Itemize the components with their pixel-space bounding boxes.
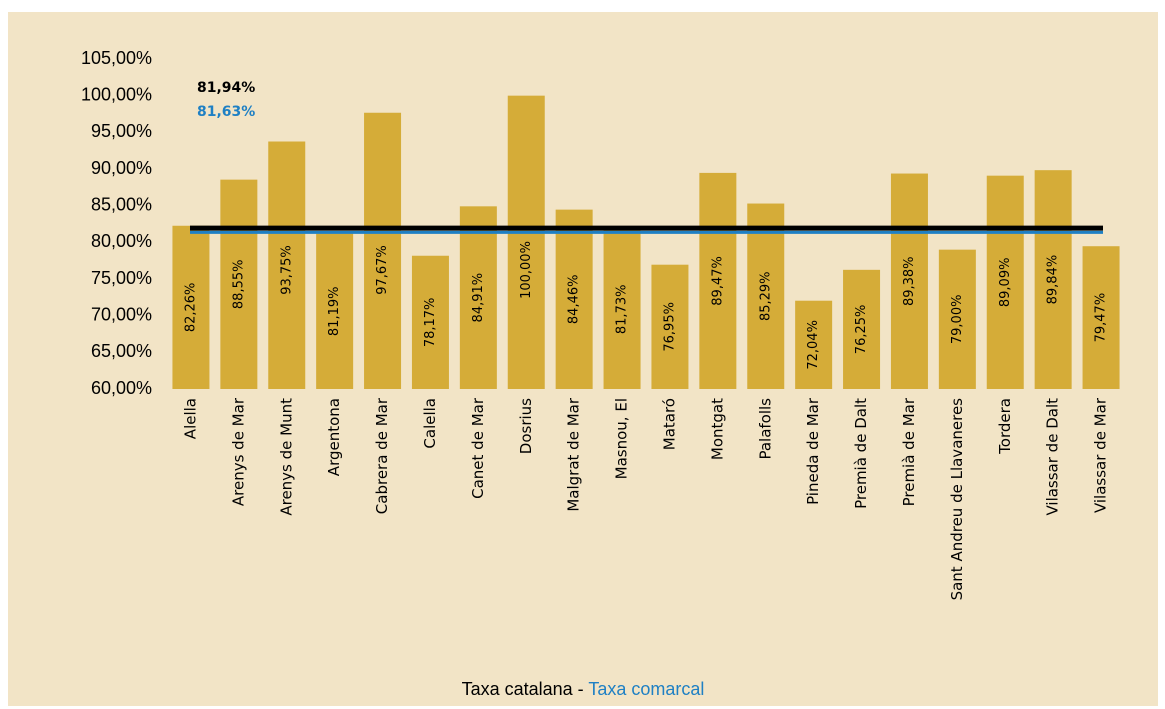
x-tick-label: Canet de Mar: [469, 397, 487, 499]
y-tick-label: 105,00%: [81, 48, 152, 68]
data-label: 79,00%: [950, 295, 965, 345]
bar: [651, 264, 689, 389]
legend-separator: -: [578, 679, 584, 699]
x-tick-label: Alella: [181, 398, 199, 439]
data-label: 82,26%: [183, 283, 198, 333]
x-tick-label: Vilassar de Mar: [1092, 397, 1110, 513]
data-label: 72,04%: [806, 320, 821, 370]
x-tick-label: Mataró: [660, 398, 678, 450]
data-label: 100,00%: [519, 241, 534, 299]
bar: [795, 300, 833, 389]
data-label: 81,73%: [615, 285, 630, 335]
data-label: 88,55%: [231, 260, 246, 310]
x-tick-label: Dosrius: [517, 398, 535, 454]
data-label: 89,47%: [710, 256, 725, 306]
bar: [1082, 246, 1120, 389]
data-label: 81,19%: [327, 287, 342, 337]
x-tick-label: Montgat: [708, 398, 726, 460]
x-tick-label: Masnou, El: [613, 398, 631, 479]
bar: [411, 255, 449, 389]
x-tick-label: Argentona: [325, 398, 343, 476]
bar: [220, 179, 258, 389]
y-tick-label: 65,00%: [91, 341, 152, 361]
data-label: 78,17%: [423, 298, 438, 348]
bar: [986, 175, 1024, 389]
legend-entry: Taxa comarcal: [588, 679, 704, 699]
x-tick-label: Vilassar de Dalt: [1044, 398, 1062, 516]
bar: [843, 269, 881, 389]
x-tick-label: Pineda de Mar: [804, 397, 822, 505]
y-tick-label: 100,00%: [81, 84, 152, 104]
x-tick-label: Sant Andreu de Llavaneres: [948, 398, 966, 601]
x-tick-label: Tordera: [996, 398, 1014, 455]
x-tick-label: Premià de Dalt: [852, 398, 870, 509]
bar: [890, 173, 928, 389]
legend: Taxa catalana - Taxa comarcal: [462, 679, 705, 699]
bar: [1034, 170, 1072, 389]
bar: [507, 95, 545, 390]
data-label: 89,38%: [902, 256, 917, 306]
y-tick-label: 80,00%: [91, 231, 152, 251]
y-tick-label: 90,00%: [91, 158, 152, 178]
bar: [364, 112, 402, 390]
x-tick-label: Palafolls: [756, 398, 774, 460]
data-label: 85,29%: [758, 271, 773, 321]
y-tick-label: 60,00%: [91, 378, 152, 398]
bar: [459, 206, 497, 389]
data-label: 89,09%: [998, 258, 1013, 308]
data-label: 76,95%: [662, 302, 677, 352]
bar: [747, 203, 785, 389]
x-tick-label: Arenys de Mar: [229, 397, 247, 506]
x-tick-label: Arenys de Munt: [277, 398, 295, 516]
y-tick-label: 95,00%: [91, 121, 152, 141]
bar: [603, 229, 641, 389]
bar: [699, 172, 737, 389]
x-tick-label: Premià de Mar: [900, 397, 918, 506]
data-label: 93,75%: [279, 245, 294, 295]
data-label: 97,67%: [375, 245, 390, 295]
bar: [268, 141, 306, 389]
legend-entry: Taxa catalana: [462, 679, 574, 699]
x-tick-label: Cabrera de Mar: [373, 397, 391, 514]
reference-label: 81,94%: [197, 80, 255, 96]
x-tick-label: Malgrat de Mar: [565, 397, 583, 511]
data-label: 84,91%: [471, 273, 486, 323]
bar: [938, 249, 976, 389]
data-label: 76,25%: [854, 305, 869, 355]
bar: [316, 233, 354, 389]
bar: [555, 209, 593, 389]
y-tick-label: 85,00%: [91, 194, 152, 214]
y-tick-label: 70,00%: [91, 304, 152, 324]
y-tick-label: 75,00%: [91, 268, 152, 288]
data-label: 89,84%: [1046, 255, 1061, 305]
data-label: 79,47%: [1094, 293, 1109, 343]
data-label: 84,46%: [567, 275, 582, 325]
bar: [172, 225, 210, 389]
x-tick-label: Calella: [421, 398, 439, 449]
reference-label: 81,63%: [197, 104, 255, 120]
